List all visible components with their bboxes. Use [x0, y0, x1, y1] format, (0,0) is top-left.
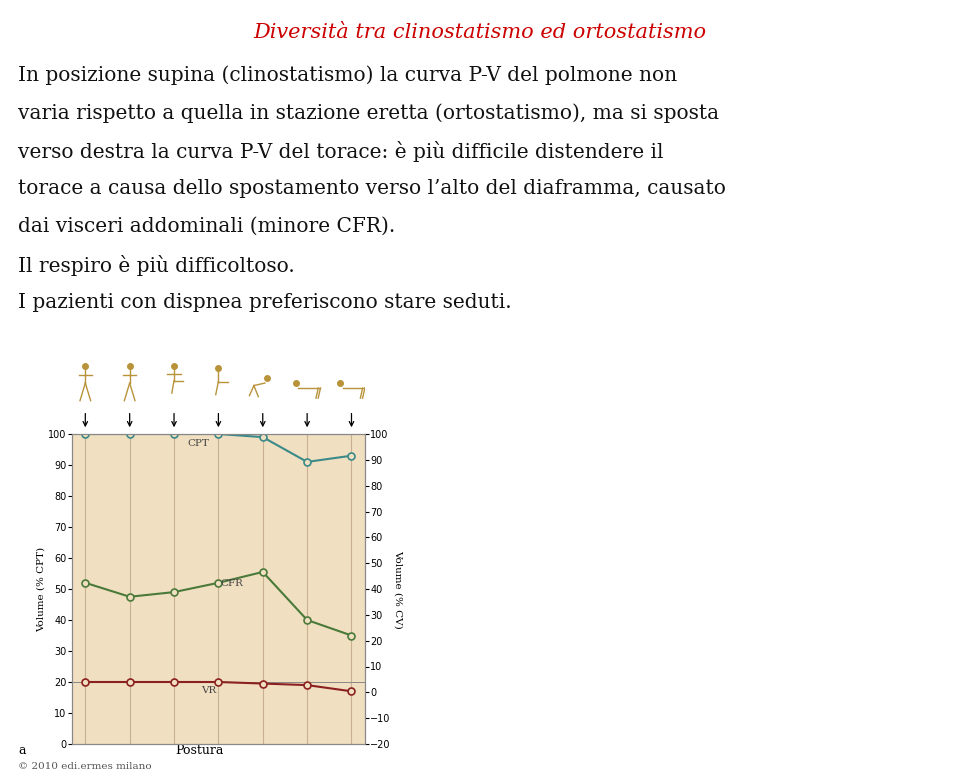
Y-axis label: Volume (% CPT): Volume (% CPT): [36, 546, 45, 632]
Text: © 2010 edi.ermes milano: © 2010 edi.ermes milano: [18, 762, 152, 771]
Text: In posizione supina (clinostatismo) la curva P-V del polmone non: In posizione supina (clinostatismo) la c…: [18, 65, 677, 84]
Text: varia rispetto a quella in stazione eretta (ortostatismo), ma si sposta: varia rispetto a quella in stazione eret…: [18, 103, 719, 122]
Text: CFR: CFR: [221, 579, 244, 588]
Text: a: a: [18, 744, 26, 757]
Text: Postura: Postura: [175, 744, 224, 757]
Text: I pazienti con dispnea preferiscono stare seduti.: I pazienti con dispnea preferiscono star…: [18, 293, 512, 312]
Y-axis label: Volume (% CV): Volume (% CV): [394, 549, 402, 629]
Text: dai visceri addominali (minore CFR).: dai visceri addominali (minore CFR).: [18, 217, 396, 236]
Text: torace a causa dello spostamento verso l’alto del diaframma, causato: torace a causa dello spostamento verso l…: [18, 179, 726, 198]
Text: CPT: CPT: [187, 439, 209, 449]
Text: Diversità tra clinostatismo ed ortostatismo: Diversità tra clinostatismo ed ortostati…: [253, 23, 707, 42]
Text: verso destra la curva P-V del torace: è più difficile distendere il: verso destra la curva P-V del torace: è …: [18, 141, 663, 162]
Text: VR: VR: [201, 686, 216, 695]
Text: Il respiro è più difficoltoso.: Il respiro è più difficoltoso.: [18, 255, 295, 276]
